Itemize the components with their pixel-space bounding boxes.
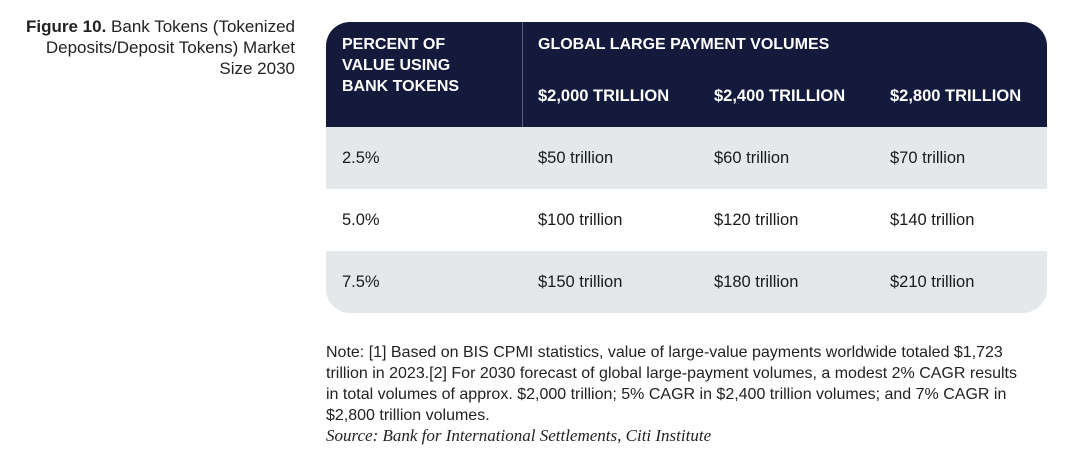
table-cell: $140 trillion <box>890 211 975 229</box>
divider <box>522 22 523 127</box>
table-cell: $100 trillion <box>538 211 623 229</box>
caption-label: Figure 10. <box>25 17 107 36</box>
table-row: 7.5% $150 trillion $180 trillion $210 trill… <box>326 251 1047 313</box>
table-row: 2.5% $50 trillion $60 trillion $70 trillion <box>326 127 1047 189</box>
column-header: $2,800 TRILLION <box>890 87 1022 105</box>
row-header: PERCENT OF VALUE USING BANK TOKENS <box>342 36 460 95</box>
source: Source: Bank for International Settlemen… <box>326 426 712 445</box>
table: PERCENT OF VALUE USING BANK TOKENS GLOBA… <box>326 22 1047 313</box>
table-cell: $150 trillion <box>538 273 623 291</box>
table-cell: $60 trillion <box>714 149 790 167</box>
table-cell: $50 trillion <box>538 149 614 167</box>
table-header: PERCENT OF VALUE USING BANK TOKENS GLOBA… <box>326 22 1047 127</box>
table-cell: 7.5% <box>342 273 380 291</box>
caption-text: Bank Tokens (Tokenized Deposits/Deposit … <box>45 17 295 78</box>
table-cell: $120 trillion <box>714 211 799 229</box>
table-cell: $210 trillion <box>890 273 975 291</box>
note: Note: [1] Based on BIS CPMI statistics, … <box>326 344 1017 424</box>
table-cell: 2.5% <box>342 149 380 167</box>
table-cell: $70 trillion <box>890 149 966 167</box>
group-header: GLOBAL LARGE PAYMENT VOLUMES <box>538 36 830 53</box>
table-cell: 5.0% <box>342 211 380 229</box>
column-header: $2,000 TRILLION <box>538 87 670 105</box>
column-header: $2,400 TRILLION <box>714 87 846 105</box>
table-cell: $180 trillion <box>714 273 799 291</box>
figure-caption: Figure 10. Bank Tokens (Tokenized Deposi… <box>20 16 295 79</box>
table-row: 5.0% $100 trillion $120 trillion $140 trill… <box>326 189 1047 251</box>
